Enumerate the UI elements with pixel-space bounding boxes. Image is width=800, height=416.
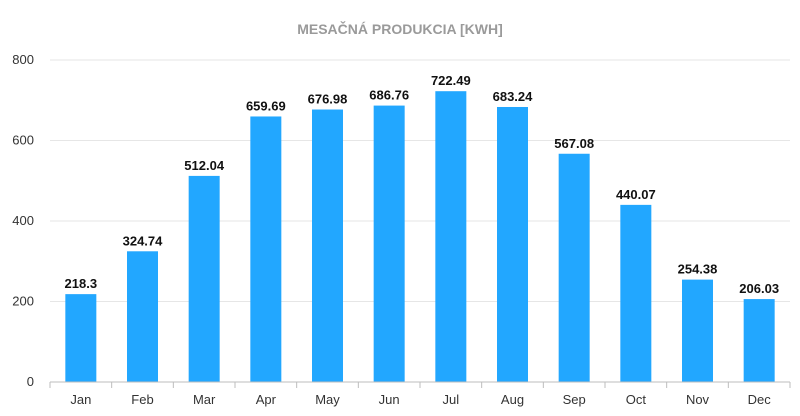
x-tick-label: Mar — [193, 392, 216, 407]
bar — [312, 109, 343, 382]
chart-title: MESAČNÁ PRODUKCIA [KWH] — [297, 20, 503, 37]
gridlines — [50, 59, 790, 302]
bars — [65, 91, 775, 382]
data-label: 686.76 — [369, 88, 409, 103]
data-label: 440.07 — [616, 187, 656, 202]
x-tick-label: Aug — [501, 392, 524, 407]
bar — [558, 153, 590, 382]
y-tick-label: 200 — [12, 294, 34, 309]
x-tick-label: Oct — [626, 392, 647, 407]
data-label: 254.38 — [678, 262, 718, 277]
x-tick-label: Nov — [686, 392, 710, 407]
data-label: 676.98 — [308, 92, 348, 107]
y-tick-label: 0 — [27, 374, 34, 389]
data-label: 567.08 — [554, 136, 594, 151]
x-tick-label: May — [315, 392, 340, 407]
bar — [188, 175, 220, 382]
bar — [373, 105, 405, 382]
bar — [127, 251, 158, 382]
y-tick-label: 800 — [12, 52, 34, 67]
data-label: 683.24 — [493, 89, 534, 104]
x-axis: Jan Feb Mar Apr May Jun Jul Aug Sep Oct Nov Dec — [49, 381, 791, 407]
bar — [743, 299, 775, 382]
x-tick-label: Feb — [131, 392, 153, 407]
bar — [65, 294, 97, 382]
data-label: 659.69 — [246, 98, 286, 113]
bar — [250, 116, 282, 382]
bar — [497, 106, 528, 382]
x-tick-label: Jun — [379, 392, 400, 407]
y-axis: 0 200 400 600 800 — [12, 52, 34, 389]
x-tick-label: Jan — [70, 392, 91, 407]
bar — [620, 204, 652, 382]
bar — [682, 279, 713, 382]
x-tick-label: Dec — [748, 392, 772, 407]
x-tick-label: Apr — [256, 392, 277, 407]
data-label: 218.3 — [65, 276, 98, 291]
data-label: 512.04 — [184, 158, 225, 173]
y-tick-label: 400 — [12, 213, 34, 228]
x-tick-label: Jul — [443, 392, 460, 407]
bar — [435, 91, 467, 382]
data-label: 206.03 — [739, 281, 779, 296]
data-label: 324.74 — [123, 233, 164, 248]
y-tick-label: 600 — [12, 133, 34, 148]
data-labels: 218.3 324.74 512.04 659.69 676.98 686.76 722.4… — [65, 73, 779, 296]
data-label: 722.49 — [431, 73, 471, 88]
x-tick-label: Sep — [563, 392, 586, 407]
